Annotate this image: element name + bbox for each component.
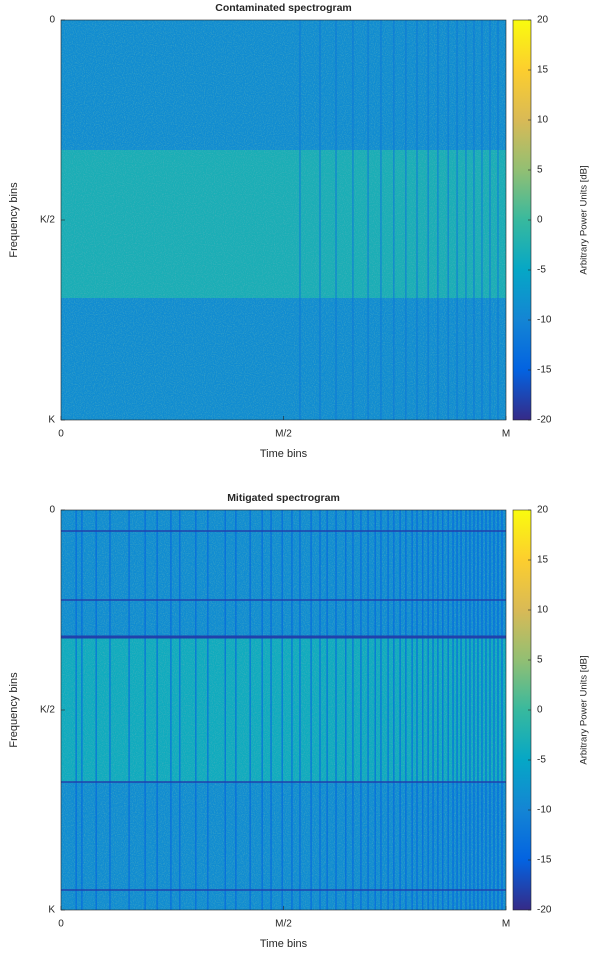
colorbar-tick-label: -20 xyxy=(537,905,552,916)
colorbar-tick-label: -5 xyxy=(537,755,546,766)
colorbar-tick-label: 15 xyxy=(537,65,549,76)
heatmap xyxy=(61,510,506,910)
y-tick-label: K xyxy=(48,415,55,426)
colorbar-tick-label: -15 xyxy=(537,855,552,866)
colorbar-tick-label: 0 xyxy=(537,705,543,716)
y-axis-label: Frequency bins xyxy=(8,672,20,748)
y-tick-label: K/2 xyxy=(40,215,55,226)
y-tick-label: 0 xyxy=(49,505,55,516)
colorbar-tick-label: -20 xyxy=(537,415,552,426)
x-tick-label: M xyxy=(502,429,510,440)
chart-title: Contaminated spectrogram xyxy=(215,2,352,14)
x-tick-label: M/2 xyxy=(275,429,292,440)
x-tick-label: 0 xyxy=(58,429,64,440)
x-tick-label: 0 xyxy=(58,919,64,930)
colorbar-tick-label: 10 xyxy=(537,605,549,616)
chart-title: Mitigated spectrogram xyxy=(227,492,340,504)
y-tick-label: 0 xyxy=(49,15,55,26)
y-tick-label: K xyxy=(48,905,55,916)
colorbar-tick-label: 5 xyxy=(537,165,543,176)
colorbar-tick-label: -10 xyxy=(537,315,552,326)
colorbar-tick-label: -5 xyxy=(537,265,546,276)
colorbar-tick-label: -15 xyxy=(537,365,552,376)
colorbar-label: Arbitrary Power Units [dB] xyxy=(579,655,590,764)
noise-texture xyxy=(61,510,506,910)
x-axis-label: Time bins xyxy=(260,938,308,950)
colorbar-tick-label: 10 xyxy=(537,115,549,126)
colorbar-label: Arbitrary Power Units [dB] xyxy=(579,165,590,274)
colorbar-tick-label: 20 xyxy=(537,15,549,26)
colorbar-tick-label: 15 xyxy=(537,555,549,566)
x-axis-label: Time bins xyxy=(260,448,308,460)
colorbar-tick-label: 5 xyxy=(537,655,543,666)
x-tick-label: M/2 xyxy=(275,919,292,930)
colorbar-tick-label: 0 xyxy=(537,215,543,226)
x-tick-label: M xyxy=(502,919,510,930)
colorbar-tick-label: 20 xyxy=(537,505,549,516)
y-tick-label: K/2 xyxy=(40,705,55,716)
colorbar-tick-label: -10 xyxy=(537,805,552,816)
heatmap xyxy=(61,20,506,420)
noise-texture xyxy=(61,20,506,420)
y-axis-label: Frequency bins xyxy=(8,182,20,258)
